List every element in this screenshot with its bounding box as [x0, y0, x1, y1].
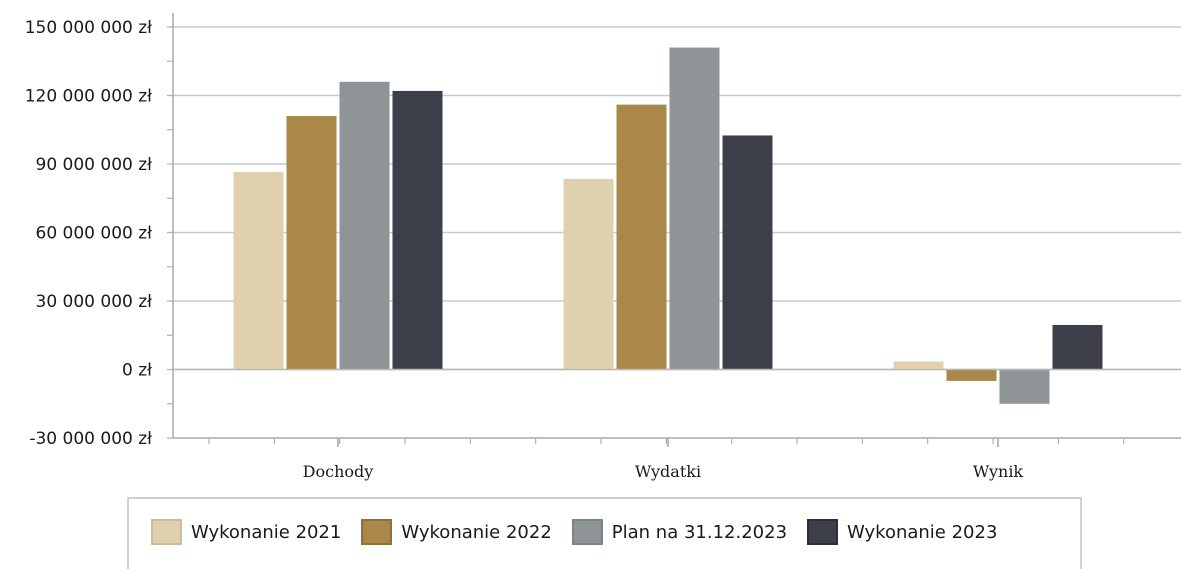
bar-wydatki-4: [722, 135, 773, 370]
bar-dochody-2: [286, 116, 337, 370]
y-tick-label: -30 000 000 zł: [29, 429, 152, 449]
legend-label: Plan na 31.12.2023: [611, 521, 788, 543]
y-tick-label: 0 zł: [122, 361, 152, 381]
legend-swatch: [151, 519, 182, 545]
legend-item: Wykonanie 2021: [151, 519, 341, 545]
y-axis-ticks: 150 000 000 zł 120 000 000 zł 90 000 000 z…: [25, 18, 152, 449]
bar-wydatki-1: [563, 178, 614, 370]
legend: Wykonanie 2021 Wykonanie 2022 Plan na 31.1…: [127, 497, 1082, 569]
bar-wynik-1: [893, 361, 944, 370]
legend-item: Wykonanie 2023: [807, 519, 997, 545]
x-category-label: Wynik: [973, 462, 1024, 481]
legend-row: Wykonanie 2021 Wykonanie 2022 Plan na 31.1…: [151, 519, 1017, 545]
bar-wynik-2: [946, 369, 997, 381]
y-tick-label: 30 000 000 zł: [36, 292, 153, 312]
bar-dochody-3: [339, 81, 390, 370]
bar-dochody-1: [233, 171, 284, 370]
y-tick-label: 150 000 000 zł: [25, 18, 152, 38]
y-tick-label: 120 000 000 zł: [25, 87, 152, 107]
legend-label: Wykonanie 2023: [847, 521, 998, 543]
bar-wydatki-2: [616, 104, 667, 370]
bar-wynik-4: [1052, 324, 1103, 370]
legend-label: Wykonanie 2021: [191, 521, 342, 543]
legend-swatch: [807, 519, 839, 545]
bar-wydatki-3: [669, 47, 720, 370]
y-tick-label: 60 000 000 zł: [36, 224, 153, 244]
legend-label: Wykonanie 2022: [401, 521, 552, 543]
x-category-label: Wydatki: [635, 462, 701, 481]
y-tick-label: 90 000 000 zł: [36, 155, 153, 175]
legend-item: Plan na 31.12.2023: [571, 519, 788, 545]
legend-swatch: [571, 519, 603, 545]
x-category-label: Dochody: [303, 462, 374, 481]
bar-wynik-3: [999, 369, 1050, 404]
axes: [167, 13, 1181, 447]
bar-chart: 150 000 000 zł 120 000 000 zł 90 000 000 z…: [25, 13, 1181, 481]
x-axis-labels: Dochody Wydatki Wynik: [303, 462, 1024, 481]
bars: [233, 47, 1103, 404]
bar-dochody-4: [392, 90, 443, 370]
legend-item: Wykonanie 2022: [361, 519, 552, 545]
legend-swatch: [361, 519, 393, 545]
